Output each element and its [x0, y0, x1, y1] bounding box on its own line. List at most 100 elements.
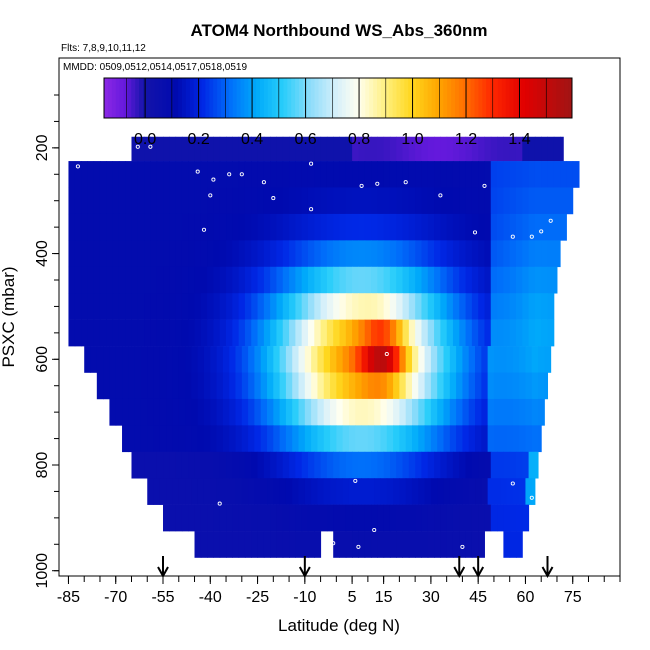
- heatmap-cell: [298, 478, 306, 505]
- heatmap-cell: [358, 531, 366, 558]
- heatmap-cell: [267, 478, 274, 505]
- heatmap-cell: [326, 451, 334, 479]
- colorbar-segment: [310, 78, 315, 118]
- heatmap-cell: [522, 240, 530, 268]
- heatmap-cell: [503, 293, 511, 320]
- heatmap-cell: [74, 319, 82, 347]
- heatmap-cell: [279, 398, 287, 426]
- heatmap-cell: [515, 213, 523, 241]
- heatmap-cell: [248, 398, 255, 426]
- heatmap-cell: [257, 451, 265, 479]
- heatmap-cell: [333, 266, 340, 294]
- heatmap-cell: [484, 213, 492, 241]
- heatmap-cell: [541, 187, 549, 215]
- colorbar-tick-label: 1.4: [508, 131, 530, 148]
- heatmap-cell: [307, 161, 315, 188]
- heatmap-cell: [175, 136, 183, 162]
- heatmap-cell: [519, 398, 526, 426]
- heatmap-cell: [421, 531, 429, 558]
- heatmap-cell: [566, 187, 574, 215]
- heatmap-cell: [443, 425, 451, 453]
- colorbar-segment: [244, 78, 249, 118]
- heatmap-cell: [371, 293, 378, 320]
- heatmap-cell: [304, 398, 312, 426]
- heatmap-cell: [172, 346, 180, 373]
- heatmap-cell: [323, 398, 331, 426]
- heatmap-cell: [456, 425, 463, 453]
- heatmap-cell: [282, 266, 290, 294]
- heatmap-cell: [314, 213, 322, 241]
- heatmap-cell: [188, 161, 196, 188]
- heatmap-cell: [418, 478, 426, 505]
- colorbar-segment: [501, 78, 507, 118]
- heatmap-cell: [487, 425, 495, 453]
- heatmap-cell: [282, 240, 290, 268]
- heatmap-cell: [282, 161, 290, 188]
- heatmap-cell: [528, 240, 536, 268]
- heatmap-cell: [118, 161, 126, 188]
- heatmap-cell: [415, 213, 422, 241]
- heatmap-cell: [248, 372, 255, 400]
- heatmap-cell: [273, 372, 281, 400]
- heatmap-cell: [226, 504, 233, 532]
- heatmap-cell: [427, 451, 435, 479]
- heatmap-cell: [134, 372, 142, 400]
- heatmap-cell: [251, 161, 259, 188]
- heatmap-cell: [509, 504, 517, 532]
- heatmap-cell: [68, 319, 76, 347]
- heatmap-cell: [437, 425, 444, 453]
- heatmap-cell: [475, 478, 482, 505]
- heatmap-cell: [301, 531, 309, 558]
- heatmap-cell: [314, 319, 322, 347]
- sample-point: [211, 177, 216, 182]
- colorbar-segment: [115, 78, 120, 118]
- heatmap-cell: [194, 136, 202, 162]
- heatmap-cell: [434, 161, 441, 188]
- heatmap-cell: [515, 266, 523, 294]
- sample-point: [510, 234, 515, 239]
- heatmap-cell: [260, 346, 268, 373]
- heatmap-cell: [314, 451, 322, 479]
- heatmap-cell: [471, 213, 479, 241]
- colorbar-segment: [431, 78, 436, 118]
- heatmap-cell: [522, 213, 530, 241]
- heatmap-cell: [531, 372, 539, 400]
- heatmap-cell: [68, 161, 76, 188]
- heatmap-cell: [169, 293, 177, 320]
- heatmap-cell: [402, 504, 410, 532]
- heatmap-cell: [207, 531, 214, 558]
- heatmap-cell: [241, 398, 249, 426]
- colorbar-segment: [232, 78, 237, 118]
- heatmap-cell: [386, 425, 394, 453]
- heatmap-cell: [163, 161, 170, 188]
- heatmap-cell: [140, 398, 148, 426]
- heatmap-cell: [481, 478, 489, 505]
- heatmap-cell: [137, 213, 145, 241]
- heatmap-cell: [260, 398, 268, 426]
- heatmap-cell: [339, 293, 347, 320]
- dates-subtitle: MMDD: 0509,0512,0514,0517,0518,0519: [63, 62, 247, 73]
- heatmap-cell: [254, 346, 262, 373]
- heatmap-cell: [307, 319, 315, 347]
- colorbar-segment: [158, 78, 163, 118]
- heatmap-cell: [144, 187, 151, 215]
- heatmap-cell: [295, 504, 303, 532]
- heatmap-cell: [358, 319, 366, 347]
- heatmap-cell: [282, 451, 290, 479]
- heatmap-cell: [244, 240, 252, 268]
- heatmap-cell: [330, 398, 337, 426]
- heatmap-cell: [273, 346, 281, 373]
- heatmap-cell: [279, 346, 287, 373]
- heatmap-cell: [541, 293, 549, 320]
- heatmap-cell: [222, 478, 230, 505]
- heatmap-cell: [285, 372, 293, 400]
- heatmap-cell: [159, 398, 167, 426]
- heatmap-cell: [484, 451, 492, 479]
- colorbar-segment: [302, 78, 308, 118]
- heatmap-cell: [169, 161, 177, 188]
- heatmap-cell: [181, 187, 189, 215]
- heatmap-cell: [374, 425, 381, 453]
- colorbar-segment: [494, 78, 499, 118]
- sample-point: [346, 560, 352, 565]
